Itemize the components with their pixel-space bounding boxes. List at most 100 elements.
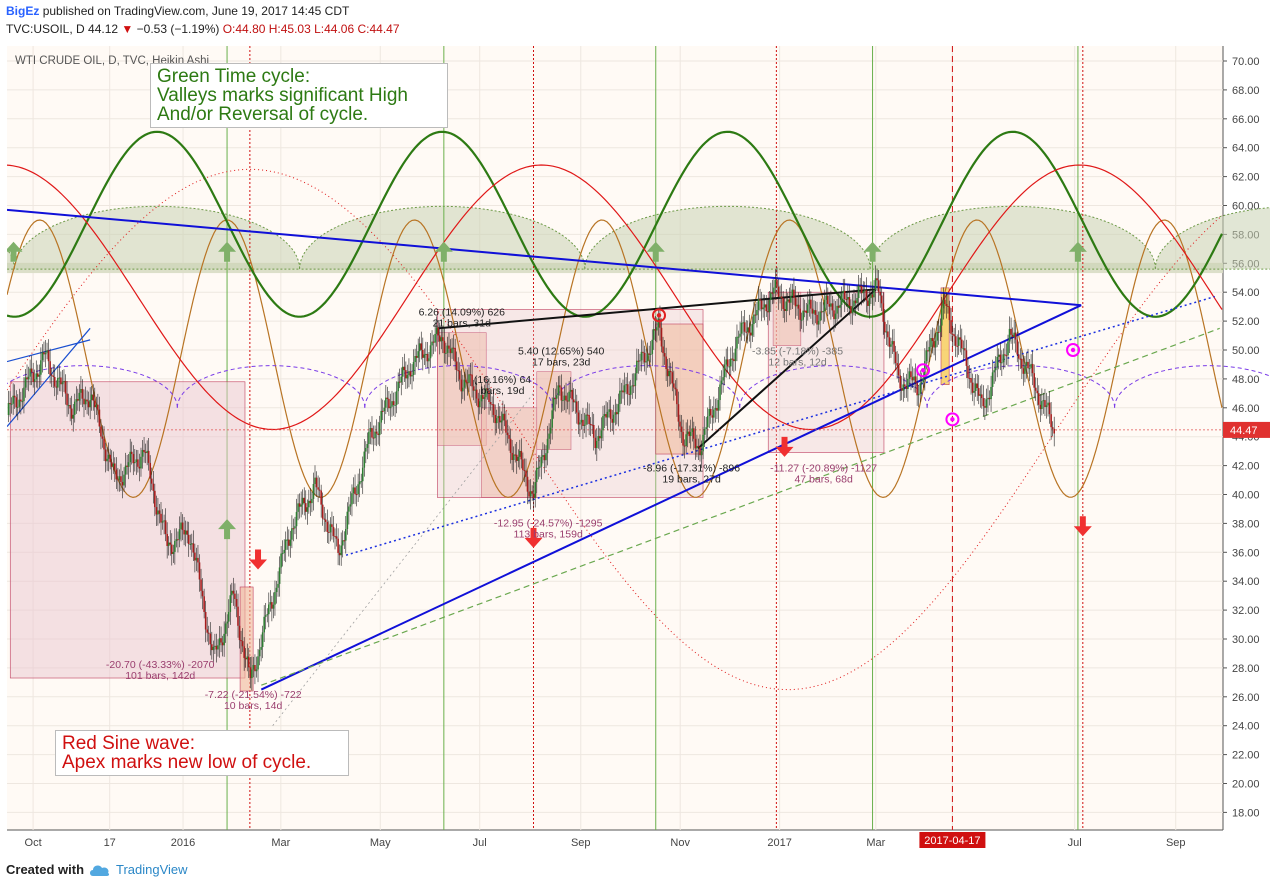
- purple-dashed-arc: [551, 365, 741, 408]
- candle-body: [391, 401, 393, 407]
- candle-body: [170, 544, 173, 554]
- candle-body: [489, 402, 492, 405]
- candle-body: [172, 551, 175, 554]
- cycle-dome: [1154, 207, 1270, 270]
- candle-body: [642, 351, 644, 353]
- candle-body: [927, 350, 929, 352]
- candle-body: [311, 498, 313, 504]
- candle-body: [562, 400, 564, 402]
- candle-body: [520, 450, 523, 460]
- candle-body: [44, 352, 47, 355]
- candle-body: [365, 447, 367, 452]
- candle-body: [321, 504, 324, 519]
- candle-body: [446, 345, 449, 353]
- candle-body: [129, 451, 131, 463]
- candle-body: [987, 397, 989, 400]
- candle-body: [1017, 354, 1020, 359]
- candle-body: [523, 470, 526, 472]
- candle-body: [73, 401, 76, 415]
- candle-body: [220, 638, 222, 643]
- candle-body: [372, 437, 375, 439]
- candle-body: [794, 297, 797, 307]
- candle-body: [478, 401, 481, 408]
- candle-body: [257, 656, 259, 670]
- red-wave-note[interactable]: Red Sine wave: Apex marks new low of cyc…: [55, 730, 349, 776]
- purple-dashed-arc: [926, 365, 1116, 408]
- candle-body: [554, 397, 557, 399]
- candle-body: [269, 602, 272, 605]
- candle-body: [107, 454, 110, 459]
- candle-body: [674, 387, 677, 390]
- candle-body: [990, 386, 992, 400]
- y-tick-label: 26.00: [1232, 692, 1260, 704]
- annotation-line-2: 19 bars, 27d: [662, 473, 721, 485]
- candle-body: [944, 299, 946, 305]
- tradingview-brand[interactable]: TradingView: [116, 862, 188, 877]
- y-tick-label: 20.00: [1232, 779, 1260, 791]
- candle-body: [508, 435, 510, 439]
- candle-body: [127, 462, 130, 467]
- brown-wave: [7, 219, 1223, 499]
- green-cycle-note[interactable]: Green Time cycle: Valleys marks signific…: [150, 63, 448, 128]
- candle-body: [911, 377, 914, 381]
- gray-dotted-line: [272, 393, 534, 726]
- candle-body: [47, 350, 50, 362]
- candle-body: [865, 290, 868, 301]
- candle-body: [560, 387, 563, 401]
- candle-body: [292, 528, 295, 530]
- candle-body: [314, 477, 316, 484]
- candle-body: [167, 542, 170, 546]
- candle-body: [183, 529, 185, 535]
- y-tick-label: 32.00: [1232, 605, 1260, 617]
- candle-body: [218, 638, 221, 646]
- candle-body: [374, 431, 376, 439]
- candle-body: [331, 524, 333, 527]
- candle-body: [355, 494, 358, 496]
- candle-body: [40, 360, 42, 375]
- candle-body: [951, 333, 954, 335]
- candle-body: [385, 397, 387, 408]
- candle-body: [870, 294, 872, 299]
- candle-body: [46, 350, 48, 353]
- candle-body: [211, 644, 213, 651]
- candle-body: [26, 377, 28, 380]
- candle-body: [161, 521, 164, 523]
- up-arrow-icon: [7, 241, 23, 262]
- candle-body: [274, 592, 276, 605]
- candle-body: [117, 479, 119, 481]
- annotation-line-1: -3.85 (-7.18%) -385: [752, 345, 843, 357]
- annotation-line-2: 17 bars, 23d: [532, 356, 591, 368]
- candle-body: [146, 450, 148, 453]
- candle-body: [215, 645, 218, 650]
- y-tick-label: 52.00: [1232, 316, 1260, 328]
- candle-body: [782, 298, 784, 310]
- author-link[interactable]: BigEz: [6, 4, 40, 18]
- candle-body: [389, 406, 392, 409]
- candle-body: [66, 393, 68, 406]
- candle-body: [1033, 373, 1035, 388]
- candle-body: [643, 352, 646, 363]
- candle-body: [676, 389, 678, 405]
- candle-body: [335, 536, 338, 539]
- candle-body: [334, 536, 336, 538]
- candle-body: [306, 507, 309, 512]
- green-dashed-line: [261, 327, 1220, 686]
- candle-body: [973, 390, 975, 393]
- candle-body: [229, 595, 232, 612]
- candle-body: [338, 552, 341, 556]
- candle-body: [509, 438, 512, 453]
- candle-body: [897, 365, 900, 376]
- candle-body: [673, 383, 675, 388]
- symbol-name: TVC:USOIL, D: [6, 22, 85, 36]
- candle-body: [634, 373, 637, 386]
- candle-body: [1031, 363, 1034, 374]
- candle-body: [555, 395, 558, 399]
- candle-body: [83, 398, 85, 405]
- price-chart[interactable]: 18.00 20.00 22.00 24.00 26.00 28.00 30.00 32.00…: [7, 46, 1270, 856]
- candle-body: [583, 424, 586, 426]
- candle-body: [974, 383, 977, 391]
- candle-body: [1047, 402, 1049, 406]
- candle-body: [723, 364, 726, 378]
